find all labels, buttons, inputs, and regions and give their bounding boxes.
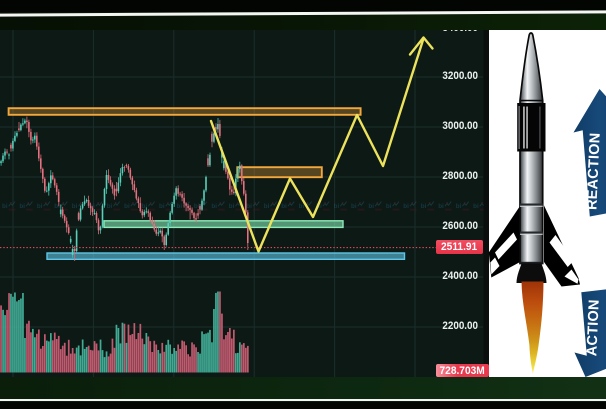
svg-text:REACTION: REACTION xyxy=(584,132,603,210)
svg-text:ACTION: ACTION xyxy=(584,299,602,356)
